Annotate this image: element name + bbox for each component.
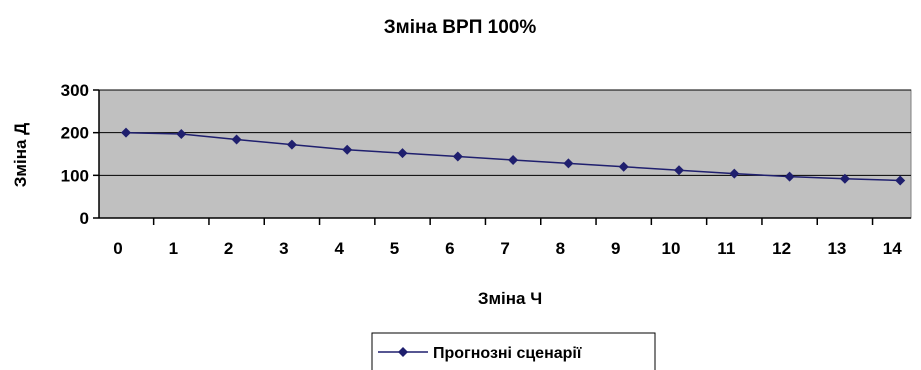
x-tick-label: 9 [611,239,620,258]
data-point-marker [176,128,187,139]
data-point-marker [839,173,850,184]
data-point-marker [729,168,740,179]
data-point-marker [563,158,574,169]
data-point-marker [674,165,684,176]
data-point-marker [286,139,297,150]
x-tick-label: 3 [279,239,288,258]
series-group [121,127,906,186]
x-tick-label: 8 [556,239,565,258]
plot-area [98,89,912,219]
data-point-marker [508,154,519,165]
x-tick-label: 12 [772,239,791,258]
data-point-marker [121,127,131,138]
data-point-marker [784,171,795,182]
x-tick-label: 5 [390,239,399,258]
x-tick-label: 11 [717,239,735,258]
x-tick-label: 10 [662,239,681,258]
chart-title: Зміна ВРП 100% [384,17,537,38]
legend: Прогнозні сценарії [371,332,656,370]
y-axis-label: Зміна Д [11,123,30,188]
x-tick-label: 4 [334,239,344,258]
data-point-marker [342,144,353,155]
y-tick-label: 200 [61,124,89,143]
data-point-marker [397,148,408,159]
x-tick-label: 2 [224,239,233,258]
y-axis-ticks: 0 100 200 300 [61,81,99,228]
y-tick-label: 300 [61,81,89,100]
x-tick-label: 13 [827,239,846,258]
y-tick-label: 100 [61,166,89,185]
data-point-marker [618,161,629,172]
legend-entry-label: Прогнозні сценарії [433,345,582,362]
x-tick-label: 6 [445,239,454,258]
x-tick-label: 1 [169,239,178,258]
y-tick-label: 0 [80,209,89,228]
x-axis-label: Зміна Ч [478,289,542,308]
data-point-marker [231,134,242,145]
x-tick-label: 7 [500,239,509,258]
x-axis-ticks: 0 1 2 3 4 5 6 7 8 9 10 11 12 13 14 [113,218,902,258]
legend-diamond-marker [398,347,408,357]
data-point-marker [895,175,906,186]
data-point-marker [452,151,463,162]
x-tick-label: 14 [883,239,902,258]
x-tick-label: 0 [113,239,122,258]
